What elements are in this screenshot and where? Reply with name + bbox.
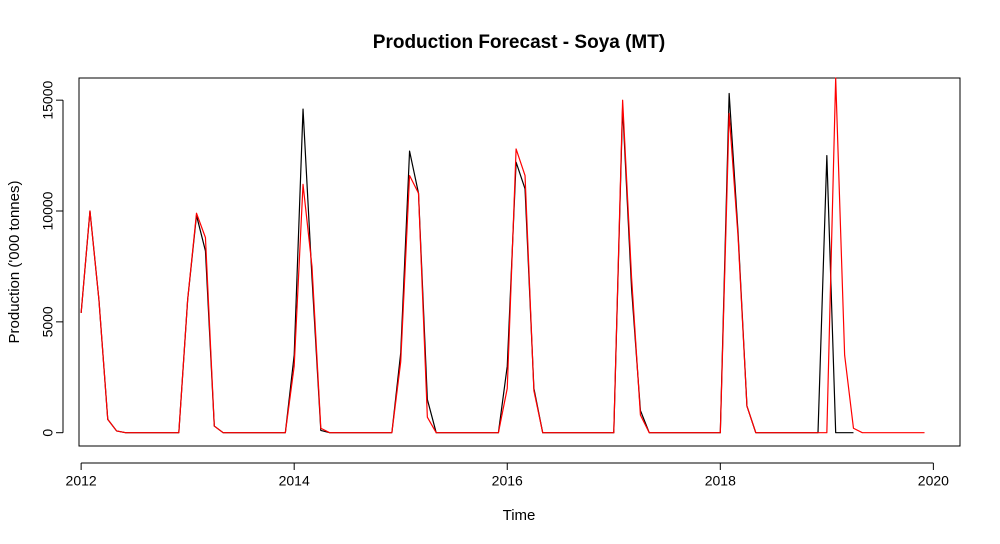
series-line-1	[80, 92, 854, 434]
y-tick-label: 10000	[40, 191, 56, 230]
y-axis-title: Production ('000 tonnes)	[6, 181, 23, 344]
y-tick-label: 5000	[40, 306, 56, 337]
x-tick-label: 2020	[918, 473, 949, 489]
x-axis: 2012 2014 2016 2018 2020	[66, 462, 949, 489]
x-axis-title: Time	[503, 507, 536, 524]
plot-lines	[80, 77, 925, 434]
plot-box	[78, 77, 961, 447]
chart-title: Production Forecast - Soya (MT)	[373, 32, 665, 53]
y-tick-label: 15000	[40, 80, 56, 119]
x-tick-label: 2012	[66, 473, 97, 489]
x-tick-label: 2018	[705, 473, 736, 489]
series-line-2	[80, 77, 925, 434]
y-axis: 0 5000 10000 15000	[40, 80, 64, 437]
x-tick-label: 2014	[279, 473, 310, 489]
x-tick-label: 2016	[492, 473, 523, 489]
y-tick-label: 0	[40, 429, 56, 437]
